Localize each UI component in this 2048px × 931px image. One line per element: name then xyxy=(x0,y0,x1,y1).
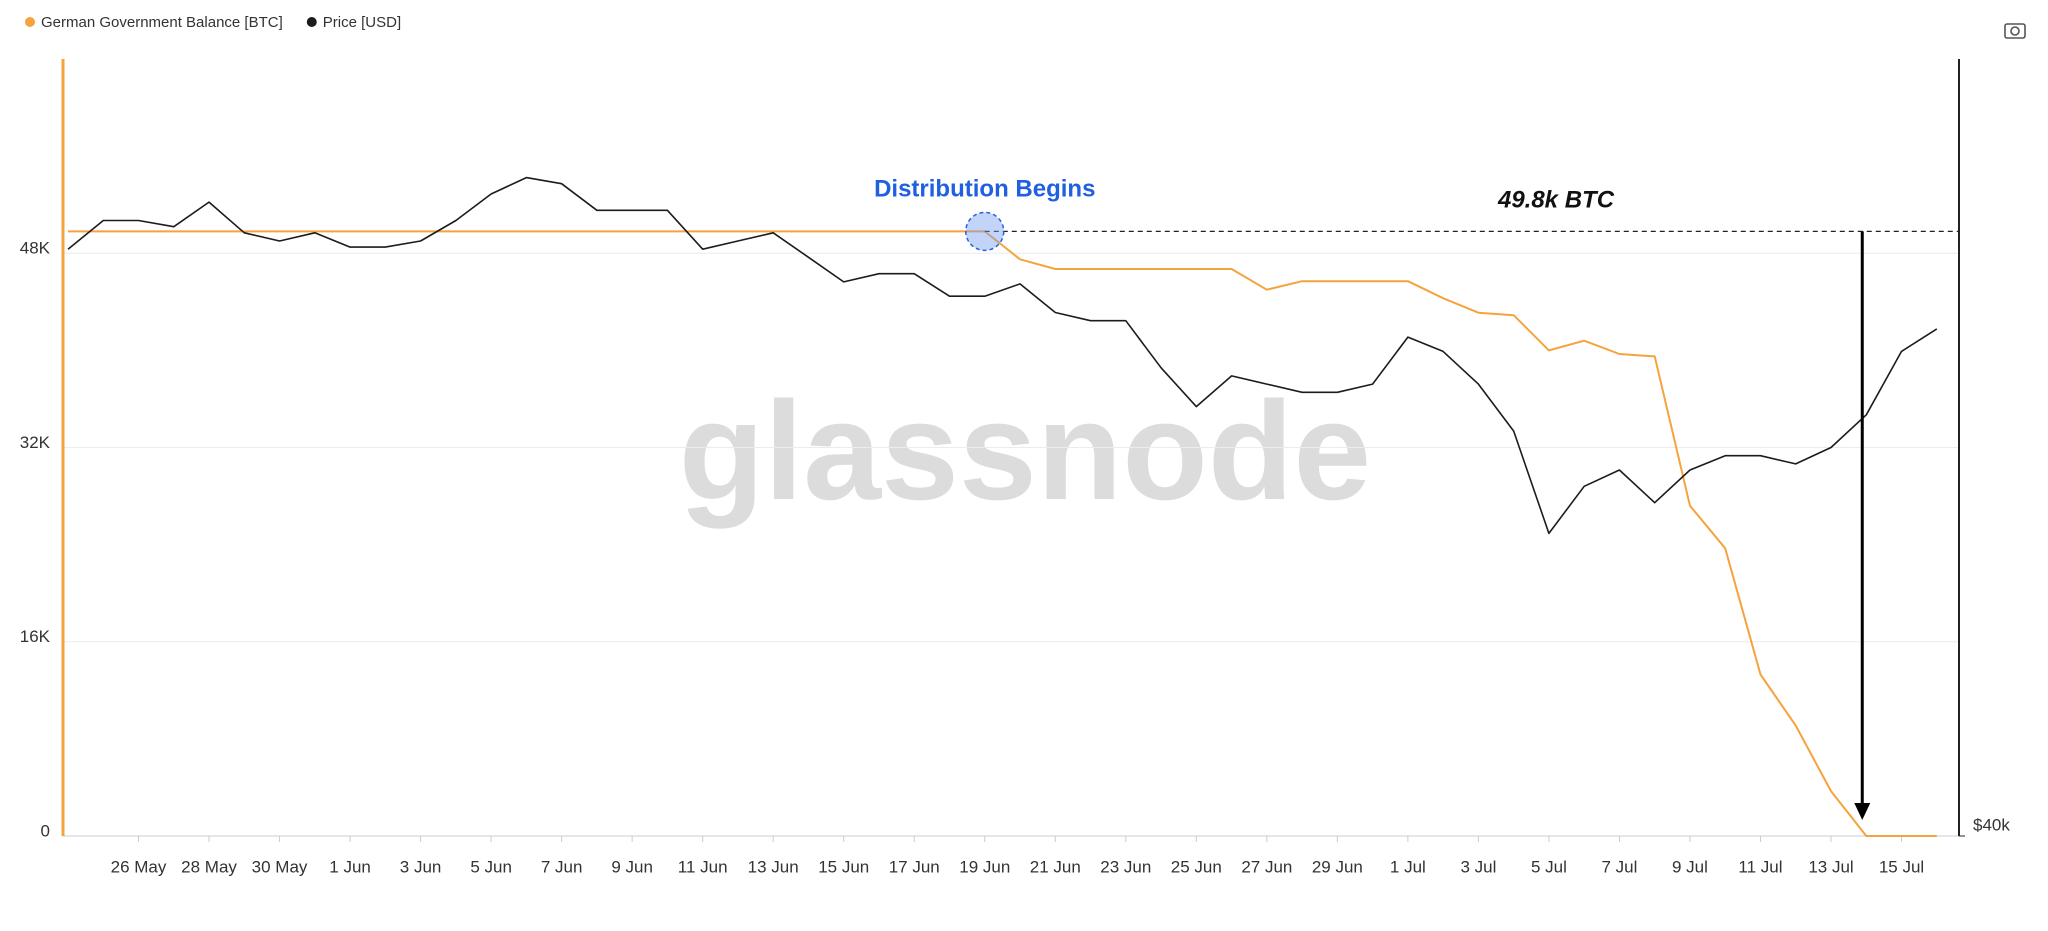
x-tick-label: 9 Jul xyxy=(1672,857,1708,876)
watermark: glassnode xyxy=(679,372,1371,529)
line-series xyxy=(68,230,1937,837)
x-tick-label: 23 Jun xyxy=(1100,857,1151,876)
x-tick-label: 27 Jun xyxy=(1241,857,1292,876)
camera-body[interactable] xyxy=(2004,23,2026,39)
annotation: Distribution Begins xyxy=(874,175,1095,202)
line-series xyxy=(67,176,1938,535)
x-tick-label: 30 May xyxy=(252,857,308,876)
camera-icon[interactable] xyxy=(2004,23,2026,39)
legend-label: Price [USD] xyxy=(323,14,401,31)
camera-lens[interactable] xyxy=(2010,26,2020,36)
x-tick-label: 7 Jun xyxy=(541,857,583,876)
x-tick-label: 26 May xyxy=(111,857,167,876)
x-tick-label: 11 Jul xyxy=(1738,857,1782,876)
legend-marker xyxy=(25,17,35,27)
legend-marker xyxy=(306,17,317,27)
x-tick-label: 13 Jun xyxy=(748,857,799,876)
y-tick-label: 0 xyxy=(41,821,50,840)
x-tick-label: 25 Jun xyxy=(1171,857,1222,876)
x-tick-label: 1 Jul xyxy=(1390,857,1426,876)
x-tick-label: 15 Jul xyxy=(1879,857,1924,876)
x-tick-label: 1 Jun xyxy=(329,857,371,876)
x-tick-label: 17 Jun xyxy=(889,857,940,876)
x-tick-label: 15 Jun xyxy=(818,857,869,876)
y-tick-label: 32K xyxy=(20,433,51,452)
y-tick-label: 48K xyxy=(20,239,51,258)
y2-tick-label: $40k xyxy=(1973,815,2010,834)
x-tick-label: 29 Jun xyxy=(1312,857,1363,876)
x-tick-label: 28 May xyxy=(181,857,237,876)
annotation: 49.8k BTC xyxy=(1497,186,1615,213)
arrow-head xyxy=(1854,803,1871,820)
distribution-marker xyxy=(965,211,1005,252)
x-tick-label: 19 Jun xyxy=(959,857,1010,876)
x-tick-label: 11 Jun xyxy=(678,857,728,876)
x-tick-label: 3 Jul xyxy=(1460,857,1496,876)
legend-label: German Government Balance [BTC] xyxy=(41,14,283,31)
x-tick-label: 5 Jun xyxy=(470,857,512,876)
x-tick-label: 21 Jun xyxy=(1030,857,1081,876)
x-tick-label: 7 Jul xyxy=(1601,857,1637,876)
y-tick-label: 16K xyxy=(20,627,51,646)
x-tick-label: 9 Jun xyxy=(611,857,653,876)
x-tick-label: 13 Jul xyxy=(1808,857,1853,876)
x-tick-label: 3 Jun xyxy=(400,857,442,876)
x-tick-label: 5 Jul xyxy=(1531,857,1567,876)
